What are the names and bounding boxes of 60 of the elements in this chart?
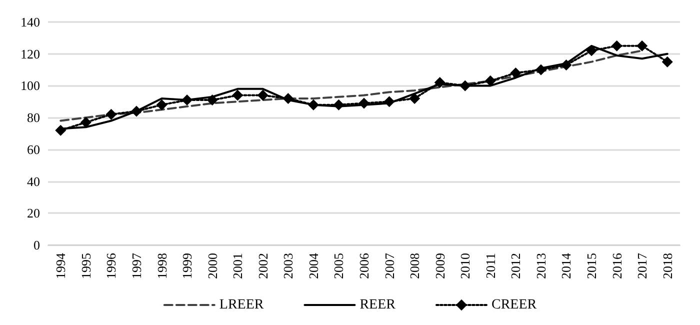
x-tick-label: 1997	[128, 252, 144, 279]
y-tick-label: 0	[34, 238, 40, 252]
point	[484, 75, 496, 86]
x-tick-label: 2012	[508, 253, 524, 279]
x-tick-label: 1999	[180, 253, 195, 279]
x-tick-label: 2013	[533, 253, 548, 279]
point	[611, 40, 622, 52]
point	[182, 94, 193, 106]
x-tick-label: 2014	[558, 252, 574, 279]
point	[257, 90, 268, 101]
y-tick-label: 140	[20, 14, 40, 30]
point	[282, 92, 294, 104]
point	[308, 99, 319, 110]
x-tick-label: 1994	[53, 252, 68, 279]
legend-label: CREER	[491, 298, 538, 312]
x-tick-label: 2008	[407, 253, 422, 279]
x-tick-label: 2005	[331, 253, 346, 279]
x-tick-label: 2010	[458, 253, 473, 279]
point	[130, 106, 142, 117]
x-tick-label: 1998	[154, 253, 170, 279]
point	[55, 124, 66, 136]
point	[156, 99, 168, 110]
point	[106, 108, 117, 120]
x-tick-label: 2009	[432, 253, 448, 279]
point	[206, 94, 218, 106]
point	[434, 77, 446, 88]
x-tick-label: 2006	[356, 252, 372, 279]
point	[80, 116, 92, 128]
point	[636, 40, 648, 52]
x-tick-label: 1996	[104, 252, 119, 279]
x-tick-label: 2000	[204, 253, 220, 279]
point	[510, 67, 522, 78]
legend-label: REER	[360, 298, 396, 312]
x-tick-label: 2015	[584, 253, 600, 279]
x-tick-label: 2003	[280, 253, 296, 279]
x-tick-label: 2007	[382, 252, 397, 279]
x-tick-label: 2001	[230, 253, 246, 279]
legend-label: LREER	[219, 298, 264, 312]
point	[384, 96, 395, 108]
point	[232, 90, 244, 101]
point	[358, 98, 370, 109]
point	[535, 64, 546, 76]
point	[333, 99, 344, 110]
y-tick-label: 20	[27, 206, 40, 221]
x-tick-label: 2002	[255, 253, 270, 279]
x-tick-label: 2018	[660, 253, 675, 279]
x-tick-label: 2011	[482, 253, 498, 279]
point	[662, 56, 673, 68]
point	[460, 80, 471, 92]
y-tick-label: 40	[27, 174, 40, 189]
x-tick-label: 2017	[634, 252, 650, 279]
point	[409, 92, 420, 104]
y-tick-label: 80	[27, 110, 40, 126]
x-tick-label: 1995	[78, 253, 94, 279]
y-tick-label: 120	[20, 46, 40, 62]
point	[560, 60, 572, 71]
x-tick-label: 2016	[609, 252, 624, 279]
x-tick-label: 2004	[306, 252, 321, 279]
y-tick-label: 60	[27, 142, 40, 157]
y-tick-label: 100	[20, 78, 40, 94]
